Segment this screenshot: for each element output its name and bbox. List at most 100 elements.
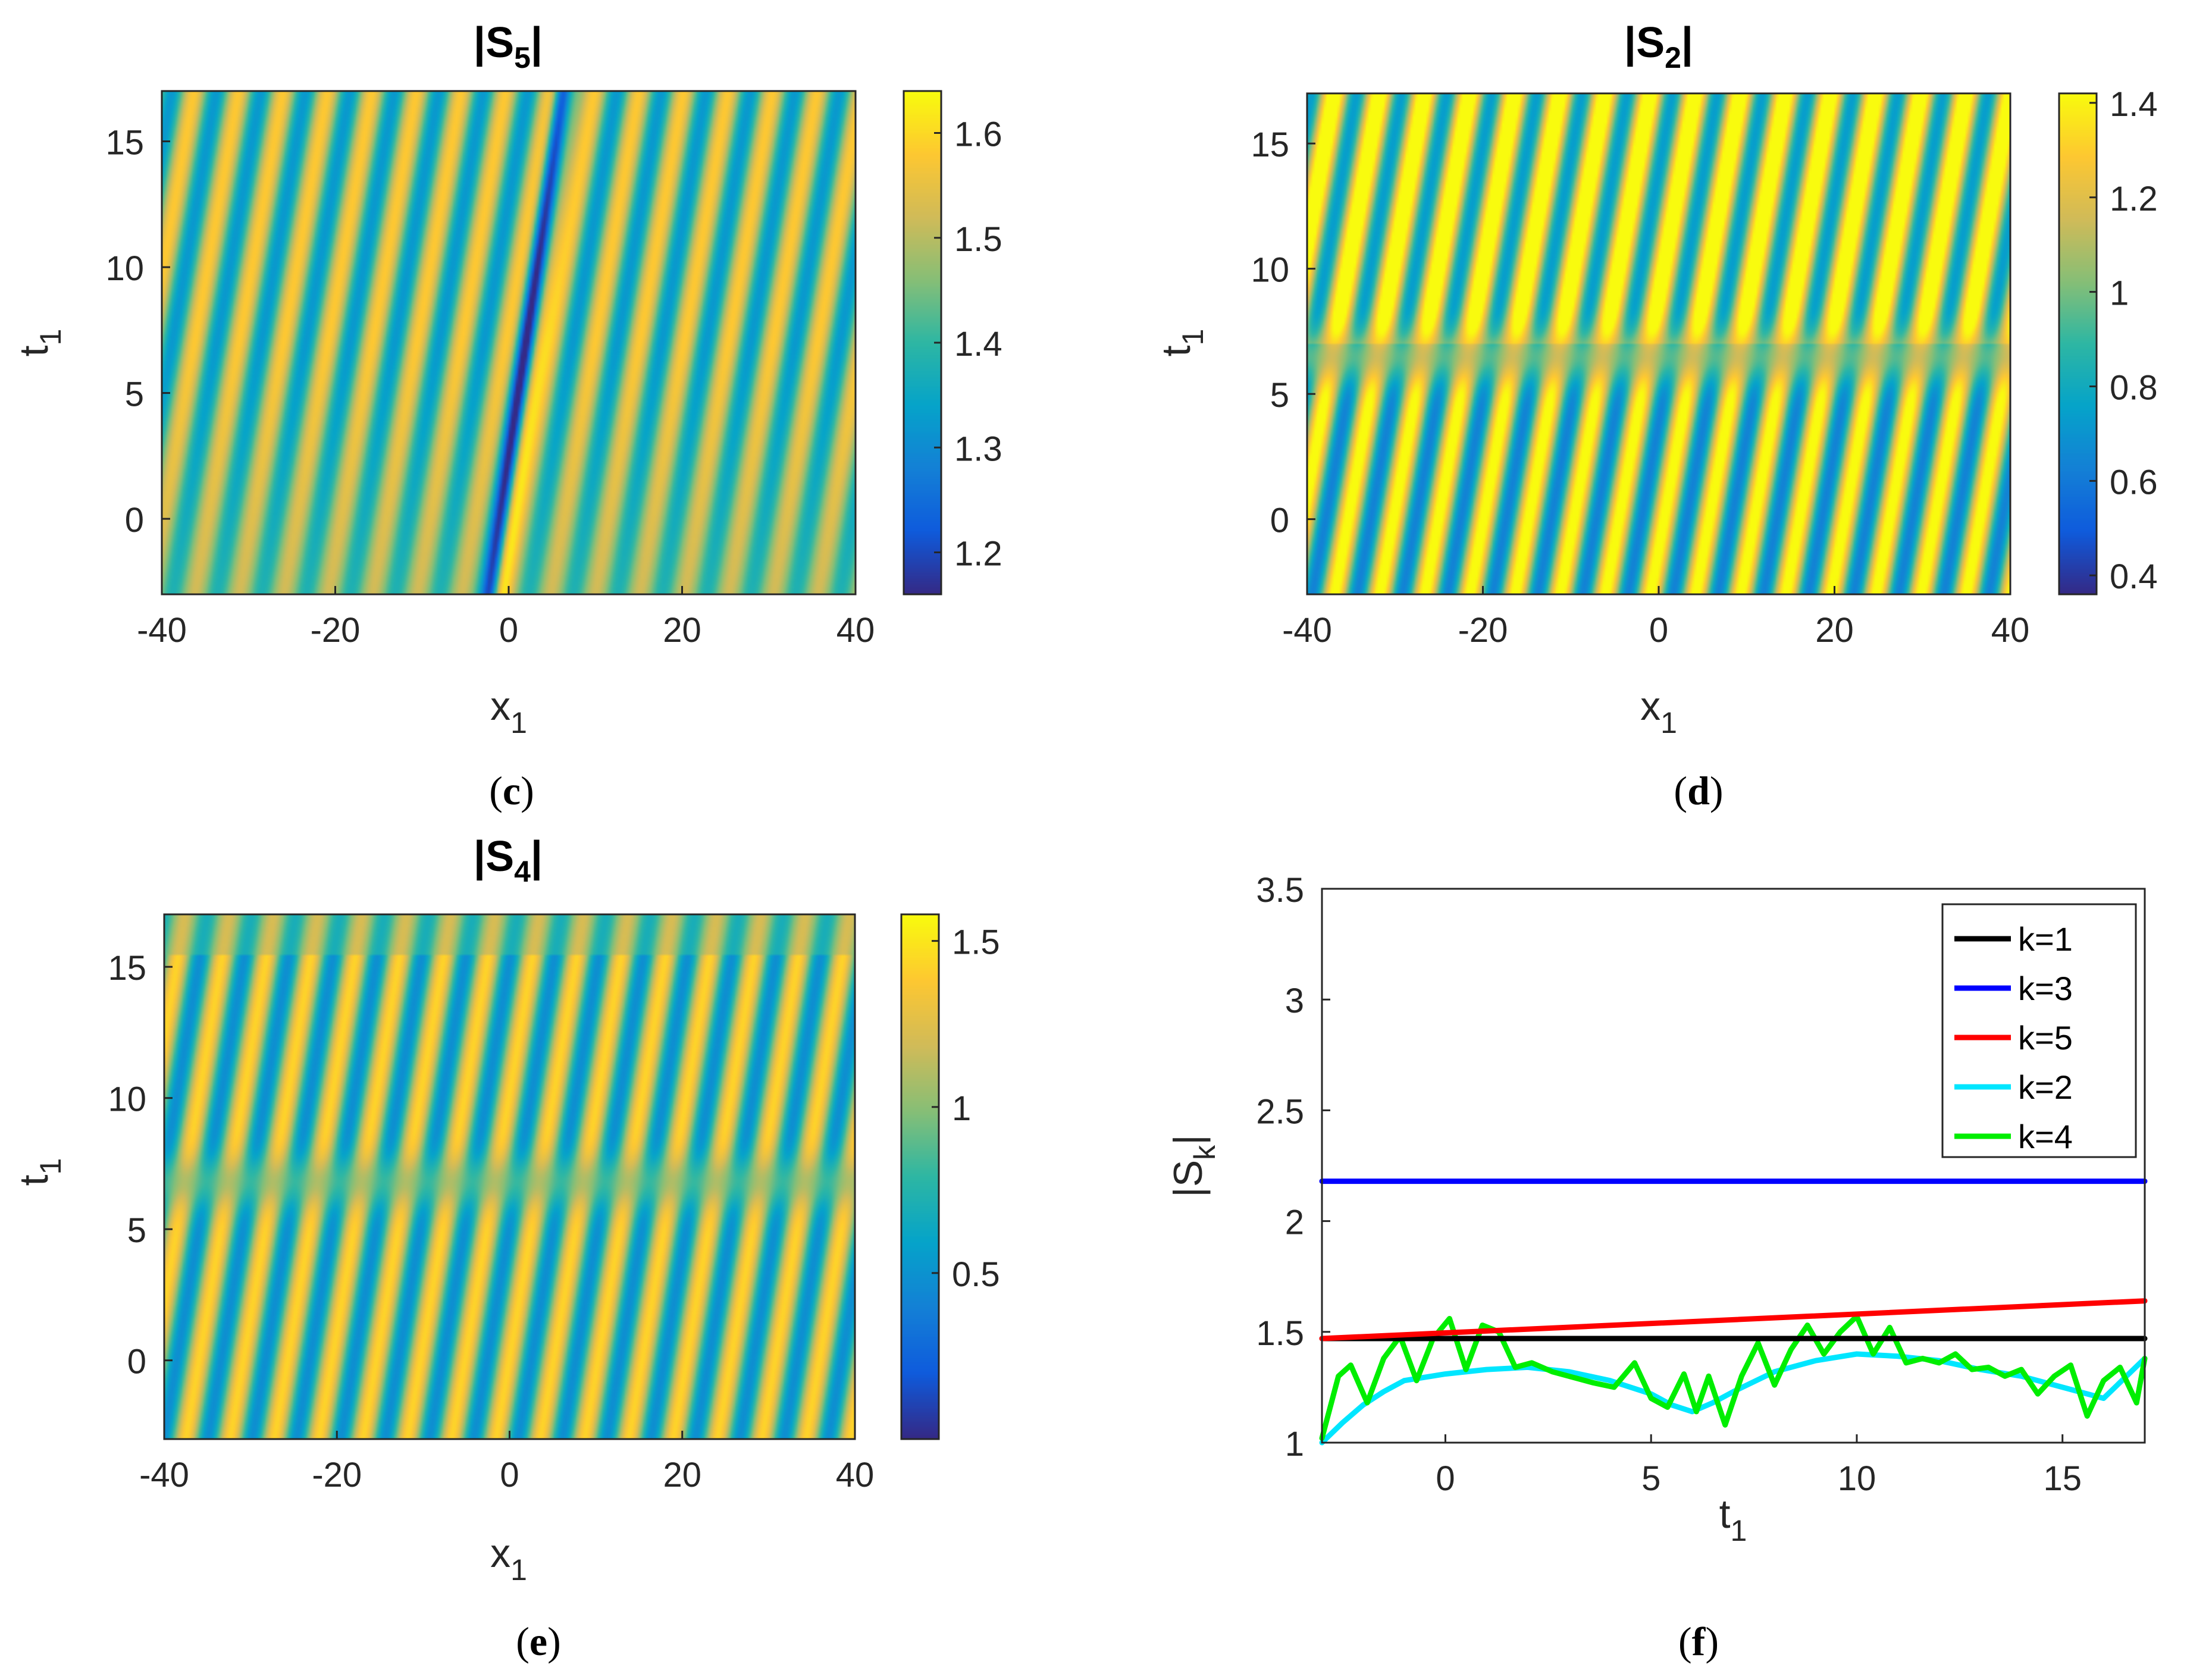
heatmap-d-y-label: t1 — [1154, 329, 1210, 357]
heatmap-d-x-label: x1 — [1640, 684, 1677, 739]
line-plot-y-tick-label: 3.5 — [1256, 871, 1304, 910]
heatmap-d-image — [1307, 93, 2010, 594]
line-plot-x-ticks: 0 5 10 15 — [1436, 1434, 2082, 1498]
colorbar-d-tick-label: 0.4 — [2110, 557, 2158, 596]
heatmap-c-x-tick-label: -40 — [137, 611, 187, 650]
heatmap-c-x-tick-label: 0 — [499, 611, 518, 650]
heatmap-e-x-tick-label: 0 — [500, 1456, 519, 1494]
panel-f-caption: (f) — [1678, 1619, 1719, 1664]
heatmap-e-x-ticks: -40 -20 0 20 40 — [139, 1431, 874, 1494]
panel-c-title: |S5| — [474, 19, 543, 74]
colorbar-d-tick-label: 0.8 — [2110, 368, 2158, 407]
panel-d-caption: (d) — [1674, 768, 1723, 813]
colorbar-c-tick-label: 1.2 — [954, 535, 1002, 573]
heatmap-e-x-tick-label: -40 — [139, 1456, 189, 1494]
heatmap-e-x-tick-label: 40 — [836, 1456, 875, 1494]
heatmap-c-y-tick-label: 0 — [125, 501, 144, 540]
panel-e-caption: (e) — [516, 1619, 561, 1664]
line-plot-x-label: t1 — [1719, 1491, 1747, 1547]
heatmap-c-x-tick-label: 40 — [836, 611, 875, 650]
heatmap-e-y-tick-label: 0 — [127, 1343, 146, 1381]
colorbar-d-frame — [2058, 92, 2098, 595]
heatmap-e-y-tick-label: 5 — [127, 1211, 146, 1250]
heatmap-e-x-tick-label: -20 — [312, 1456, 362, 1494]
heatmap-c-x-tick-label: -20 — [311, 611, 361, 650]
legend-label-k-3: k=3 — [2018, 970, 2073, 1007]
line-plot-y-label: |Sk| — [1165, 1134, 1221, 1198]
colorbar-d-tick-label: 0.6 — [2110, 463, 2158, 502]
colorbar-d-tick-label: 1.2 — [2110, 180, 2158, 218]
heatmap-c-y-tick-label: 5 — [125, 375, 144, 414]
heatmap-c-y-label: t1 — [11, 329, 67, 357]
line-plot-x-tick-label: 5 — [1641, 1459, 1660, 1498]
colorbar-e-image — [901, 914, 939, 1439]
heatmap-d-x-tick-label: 0 — [1649, 611, 1668, 650]
panel-d: |S2| -40 -20 0 20 40 0 5 10 15 x1 t1 0.4 0.6 0.8 1… — [1154, 19, 2158, 813]
heatmap-d-y-tick-label: 5 — [1270, 376, 1289, 415]
legend-label-k-4: k=4 — [2018, 1118, 2073, 1155]
heatmap-c-x-label: x1 — [490, 684, 527, 739]
heatmap-c-y-ticks: 0 5 10 15 — [105, 124, 170, 540]
heatmap-e-y-tick-label: 10 — [108, 1080, 146, 1119]
heatmap-d-y-tick-label: 10 — [1251, 251, 1289, 290]
series-line-k-5 — [1319, 1298, 2148, 1342]
line-plot-y-tick-label: 1 — [1285, 1425, 1304, 1463]
legend-label-k-1: k=1 — [2018, 920, 2073, 958]
line-plot-y-tick-label: 1.5 — [1256, 1314, 1304, 1353]
heatmap-e-x-label: x1 — [490, 1531, 527, 1587]
heatmap-e-y-ticks: 0 5 10 15 — [108, 949, 173, 1381]
heatmap-e-x-tick-label: 20 — [663, 1456, 701, 1494]
series-line-k-4 — [1319, 1314, 2148, 1441]
colorbar-c-tick-label: 1.4 — [954, 325, 1002, 363]
heatmap-c-image — [162, 91, 856, 594]
heatmap-d-x-tick-label: -40 — [1282, 611, 1332, 650]
colorbar-e-tick-label: 1 — [952, 1089, 971, 1128]
panel-c-caption: (c) — [489, 768, 534, 813]
legend-label-k-5: k=5 — [2018, 1019, 2073, 1057]
heatmap-d-y-tick-label: 0 — [1270, 502, 1289, 540]
line-plot-y-tick-label: 2.5 — [1256, 1092, 1304, 1131]
colorbar-d-ticks: 0.4 0.6 0.8 1 1.2 1.4 — [2089, 85, 2158, 596]
panel-e-title: |S4| — [474, 833, 543, 888]
heatmap-d-x-ticks: -40 -20 0 20 40 — [1282, 586, 2029, 650]
colorbar-d-tick-label: 1.4 — [2110, 85, 2158, 124]
colorbar-c-tick-label: 1.6 — [954, 115, 1002, 154]
colorbar-c-tick-label: 1.3 — [954, 430, 1002, 468]
heatmap-d-x-tick-label: 40 — [1991, 611, 2030, 650]
colorbar-d-tick-label: 1 — [2110, 274, 2129, 313]
panel-e: |S4| -40 -20 0 20 40 0 5 10 15 x1 t1 0.5 1 1.5 (e… — [11, 833, 1000, 1664]
heatmap-d-x-tick-label: -20 — [1458, 611, 1508, 650]
legend: k=1 k=3 k=5 k=2 k=4 — [1941, 903, 2137, 1158]
heatmap-c-y-tick-label: 10 — [105, 249, 144, 288]
line-plot-y-ticks: 1 1.5 2 2.5 3 3.5 — [1256, 871, 1330, 1463]
heatmap-e-y-tick-label: 15 — [108, 949, 146, 988]
colorbar-e-tick-label: 0.5 — [952, 1255, 1000, 1294]
heatmap-d-x-tick-label: 20 — [1815, 611, 1854, 650]
heatmap-c-x-ticks: -40 -20 0 20 40 — [137, 586, 875, 650]
heatmap-d-y-tick-label: 15 — [1251, 126, 1289, 164]
line-plot-x-tick-label: 10 — [1838, 1459, 1876, 1498]
colorbar-e-frame — [900, 913, 940, 1440]
line-plot-x-tick-label: 0 — [1436, 1459, 1455, 1498]
panel-f: 0 5 10 15 1 1.5 2 2.5 3 3.5 t1 |Sk| k=1 k=3 k=5 k=2… — [1165, 871, 2148, 1664]
line-plot-frame — [1321, 888, 2146, 1444]
colorbar-c-tick-label: 1.5 — [954, 220, 1002, 259]
heatmap-e-y-label: t1 — [11, 1158, 67, 1186]
line-plot-x-tick-label: 15 — [2043, 1459, 2082, 1498]
panel-d-title: |S2| — [1624, 19, 1693, 74]
colorbar-d-image — [2059, 93, 2097, 594]
colorbar-c-ticks: 1.2 1.3 1.4 1.5 1.6 — [934, 115, 1002, 573]
heatmap-d-y-ticks: 0 5 10 15 — [1251, 126, 1315, 540]
line-plot-y-tick-label: 3 — [1285, 982, 1304, 1020]
colorbar-e-ticks: 0.5 1 1.5 — [932, 923, 1000, 1294]
legend-box — [1941, 903, 2137, 1158]
line-plot-series — [1319, 1178, 2148, 1446]
heatmap-c-x-tick-label: 20 — [663, 611, 701, 650]
heatmap-e-image — [164, 914, 855, 1439]
legend-items: k=1 k=3 k=5 k=2 k=4 — [1954, 920, 2073, 1155]
legend-label-k-2: k=2 — [2018, 1068, 2073, 1106]
colorbar-e-tick-label: 1.5 — [952, 923, 1000, 962]
heatmap-c-y-tick-label: 15 — [105, 124, 144, 162]
